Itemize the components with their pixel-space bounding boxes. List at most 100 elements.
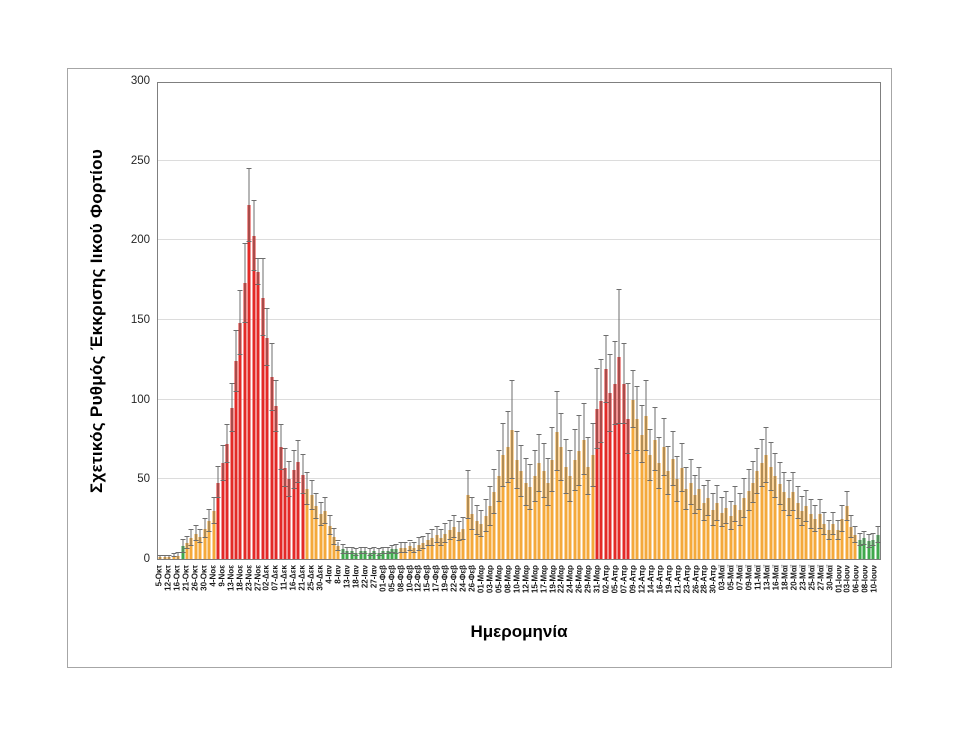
error-bar-cap-top bbox=[398, 542, 404, 544]
error-bar-cap-bottom bbox=[523, 505, 529, 507]
error-bar-cap-bottom bbox=[171, 556, 177, 558]
bar bbox=[488, 506, 492, 559]
x-tick-label: 18-Μαϊ bbox=[780, 565, 790, 591]
error-bar-cap-top bbox=[175, 551, 181, 553]
error-bar-cap-top bbox=[469, 497, 475, 499]
bar bbox=[666, 471, 670, 559]
error-bar-cap-top bbox=[496, 449, 502, 451]
error-bar bbox=[404, 543, 406, 553]
bar bbox=[564, 466, 568, 559]
error-bar-cap-top bbox=[750, 460, 756, 462]
error-bar-cap-top bbox=[478, 510, 484, 512]
error-bar bbox=[311, 480, 313, 510]
bar bbox=[720, 512, 724, 559]
x-tick-label: 09-Απρ bbox=[628, 565, 638, 594]
x-tick-label: 16-Οκτ bbox=[172, 565, 182, 591]
error-bar bbox=[712, 493, 714, 526]
bar bbox=[800, 511, 804, 559]
error-bar-cap-bottom bbox=[679, 491, 685, 493]
error-bar bbox=[471, 498, 473, 531]
error-bar-cap-bottom bbox=[803, 521, 809, 523]
error-bar bbox=[387, 547, 388, 555]
error-bar-cap-bottom bbox=[576, 484, 582, 486]
bar-slot bbox=[598, 83, 604, 559]
error-bar bbox=[756, 449, 758, 494]
bar bbox=[287, 479, 291, 559]
error-bar-cap-bottom bbox=[719, 526, 725, 528]
error-bar-cap-top bbox=[380, 546, 386, 548]
error-bar-cap-top bbox=[777, 462, 783, 464]
x-tick-label: 30-Μαϊ bbox=[825, 565, 835, 591]
error-bar-cap-top bbox=[474, 505, 480, 507]
bar-slot bbox=[460, 83, 466, 559]
error-bar bbox=[721, 498, 723, 528]
error-bar-cap-top bbox=[598, 358, 604, 360]
bar bbox=[207, 520, 211, 559]
bar bbox=[858, 539, 862, 559]
error-bar-cap-bottom bbox=[839, 530, 845, 532]
error-bar bbox=[467, 471, 469, 520]
error-bar-cap-top bbox=[362, 546, 368, 548]
error-bar-cap-top bbox=[803, 489, 809, 491]
error-bar-cap-bottom bbox=[710, 524, 716, 526]
error-bar-cap-top bbox=[576, 414, 582, 416]
x-tick-label: 26-Φεβ bbox=[467, 565, 477, 592]
error-bar bbox=[774, 453, 776, 499]
bar bbox=[212, 511, 216, 559]
error-bar-cap-top bbox=[313, 492, 319, 494]
x-tick-label: 16-Απρ bbox=[655, 565, 665, 594]
bar bbox=[359, 551, 363, 559]
bar bbox=[261, 297, 265, 559]
error-bar-cap-top bbox=[331, 527, 337, 529]
error-bar-cap-top bbox=[429, 529, 435, 531]
error-bar bbox=[872, 533, 874, 547]
bar-slot bbox=[447, 83, 453, 559]
error-bar-cap-bottom bbox=[246, 240, 252, 242]
bar bbox=[631, 399, 635, 559]
error-bar-cap-bottom bbox=[754, 492, 760, 494]
x-tick-label: 25-Μαϊ bbox=[807, 565, 817, 591]
error-bar-cap-bottom bbox=[670, 484, 676, 486]
x-tick-label: 23-Απρ bbox=[682, 565, 692, 594]
error-bar-cap-top bbox=[514, 430, 520, 432]
bar bbox=[662, 447, 666, 559]
x-tick-label: 12-Απρ bbox=[637, 565, 647, 594]
bar-slot bbox=[719, 83, 725, 559]
bar-slot bbox=[242, 83, 248, 559]
error-bar bbox=[614, 342, 616, 426]
error-bar-cap-top bbox=[799, 495, 805, 497]
error-bar-cap-top bbox=[304, 471, 310, 473]
bar-slot bbox=[286, 83, 292, 559]
x-tick-label: 07-Μαϊ bbox=[735, 565, 745, 591]
error-bar-cap-bottom bbox=[723, 522, 729, 524]
error-bar bbox=[485, 500, 487, 532]
x-tick-label: 22-Ιαν bbox=[360, 565, 370, 589]
error-bar-cap-bottom bbox=[340, 553, 346, 555]
bar-slot bbox=[367, 83, 373, 559]
error-bar-cap-top bbox=[264, 307, 270, 309]
error-bar bbox=[235, 331, 237, 392]
bar bbox=[524, 482, 528, 559]
error-bar-cap-bottom bbox=[411, 551, 417, 553]
error-bar-cap-top bbox=[393, 543, 399, 545]
bar bbox=[577, 450, 581, 559]
bar bbox=[550, 460, 554, 559]
error-bar bbox=[186, 536, 188, 550]
bar-slot bbox=[416, 83, 422, 559]
x-tick-label: 11-Μαϊ bbox=[753, 565, 763, 590]
error-bar-cap-bottom bbox=[821, 534, 827, 536]
bar-slot bbox=[188, 83, 194, 559]
bar-slot bbox=[714, 83, 720, 559]
error-bar bbox=[658, 437, 660, 489]
bar bbox=[265, 337, 269, 559]
bar bbox=[403, 547, 407, 559]
error-bar bbox=[694, 476, 696, 515]
error-bar-cap-top bbox=[416, 537, 422, 539]
error-bar bbox=[846, 492, 848, 521]
x-tick-label: 4-Νοε bbox=[208, 565, 218, 587]
error-bar-cap-top bbox=[812, 505, 818, 507]
error-bar bbox=[672, 431, 674, 486]
bar bbox=[582, 439, 586, 559]
error-bar-cap-bottom bbox=[505, 481, 511, 483]
error-bar-cap-top bbox=[518, 444, 524, 446]
